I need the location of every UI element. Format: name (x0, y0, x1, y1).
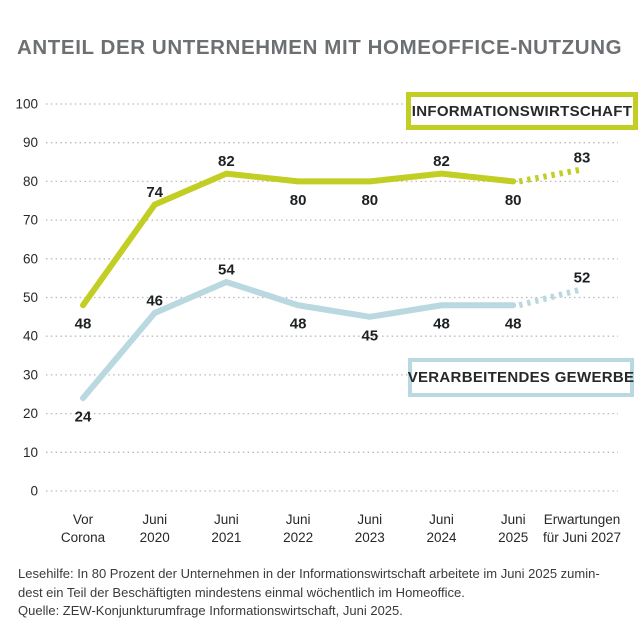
y-axis-label-70: 70 (23, 213, 38, 228)
y-axis-label-100: 100 (15, 97, 38, 112)
lesehilfe-line-1: Lesehilfe: In 80 Prozent der Unternehmen… (18, 566, 600, 581)
y-axis-label-50: 50 (23, 290, 38, 305)
data-label-informationswirtschaft-80: 80 (505, 192, 522, 209)
x-axis-label-4: Juni 2022 (283, 512, 313, 545)
x-axis-label-6: Juni 2024 (426, 512, 457, 545)
y-axis-label-20: 20 (23, 406, 38, 421)
data-label-verarbeitendes-gewerbe-46: 46 (146, 292, 163, 309)
y-axis-label-10: 10 (23, 445, 38, 460)
data-label-verarbeitendes-gewerbe-48: 48 (505, 316, 522, 333)
lesehilfe-line-2: dest ein Teil der Beschäftigten mindeste… (18, 584, 465, 600)
y-axis-label-90: 90 (23, 135, 38, 150)
quelle-line: Quelle: ZEW-Konjunkturumfrage Informatio… (18, 603, 403, 619)
y-axis-label-40: 40 (23, 329, 38, 344)
data-label-verarbeitendes-gewerbe-24: 24 (75, 409, 92, 426)
x-axis-label-2: Juni 2020 (140, 512, 170, 545)
data-label-informationswirtschaft-83: 83 (574, 149, 591, 166)
y-axis-label-60: 60 (23, 251, 38, 266)
y-axis-label-30: 30 (23, 367, 38, 382)
x-axis-label-7: Juni 2025 (498, 512, 528, 545)
x-axis-label-1: Vor Corona (61, 512, 106, 545)
series-line-verarbeitendes-gewerbe (80, 279, 517, 402)
data-label-informationswirtschaft-82: 82 (218, 153, 235, 170)
legend-verarbeitendes-gewerbe-label: VERARBEITENDES GEWERBE (407, 369, 635, 386)
series-forecast-line-verarbeitendes-gewerbe (518, 286, 581, 309)
x-axis-label-8: Erwartungen für Juni 2027 (543, 512, 621, 545)
data-label-verarbeitendes-gewerbe-52: 52 (574, 269, 591, 286)
data-label-informationswirtschaft-82: 82 (433, 153, 450, 170)
y-axis-label-0: 0 (30, 484, 38, 499)
data-label-verarbeitendes-gewerbe-48: 48 (433, 316, 450, 333)
data-label-verarbeitendes-gewerbe-54: 54 (218, 262, 235, 279)
data-label-informationswirtschaft-74: 74 (146, 184, 163, 201)
data-label-verarbeitendes-gewerbe-45: 45 (361, 327, 378, 344)
x-axis-label-5: Juni 2023 (355, 512, 385, 545)
legend-informationswirtschaft: INFORMATIONSWIRTSCHAFT (406, 92, 638, 130)
x-axis-label-3: Juni 2021 (211, 512, 241, 545)
data-label-informationswirtschaft-48: 48 (75, 316, 92, 333)
series-line-informationswirtschaft (80, 170, 517, 309)
legend-informationswirtschaft-label: INFORMATIONSWIRTSCHAFT (411, 102, 633, 120)
data-label-verarbeitendes-gewerbe-48: 48 (290, 316, 307, 333)
chart-footnote: Lesehilfe: In 80 Prozent der Unternehmen… (18, 565, 600, 621)
data-label-informationswirtschaft-80: 80 (290, 192, 307, 209)
data-label-informationswirtschaft-80: 80 (361, 192, 378, 209)
legend-verarbeitendes-gewerbe: VERARBEITENDES GEWERBE (408, 358, 634, 397)
chart-title: ANTEIL DER UNTERNEHMEN MIT HOMEOFFICE-NU… (17, 36, 623, 59)
series-forecast-line-informationswirtschaft (518, 166, 581, 185)
y-axis-label-80: 80 (23, 174, 38, 189)
